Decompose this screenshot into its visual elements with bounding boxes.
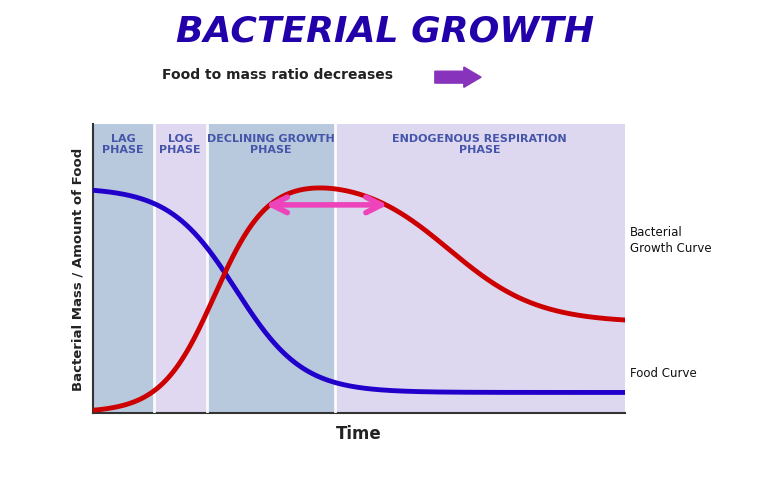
X-axis label: Time: Time <box>335 424 382 442</box>
Y-axis label: Bacterial Mass / Amount of Food: Bacterial Mass / Amount of Food <box>71 147 84 390</box>
Bar <box>207 125 335 413</box>
Text: DECLINING GROWTH
PHASE: DECLINING GROWTH PHASE <box>207 133 335 155</box>
Bar <box>335 125 625 413</box>
Text: BACTERIAL GROWTH: BACTERIAL GROWTH <box>177 14 594 48</box>
Text: Food to mass ratio decreases: Food to mass ratio decreases <box>162 67 393 82</box>
Text: LOG
PHASE: LOG PHASE <box>160 133 201 155</box>
Text: ENDOGENOUS RESPIRATION
PHASE: ENDOGENOUS RESPIRATION PHASE <box>392 133 567 155</box>
FancyArrow shape <box>435 68 481 88</box>
Text: Bacterial
Growth Curve: Bacterial Growth Curve <box>630 226 712 254</box>
Bar <box>93 125 153 413</box>
Text: LAG
PHASE: LAG PHASE <box>103 133 144 155</box>
Text: Food Curve: Food Curve <box>630 366 696 379</box>
Bar <box>153 125 207 413</box>
